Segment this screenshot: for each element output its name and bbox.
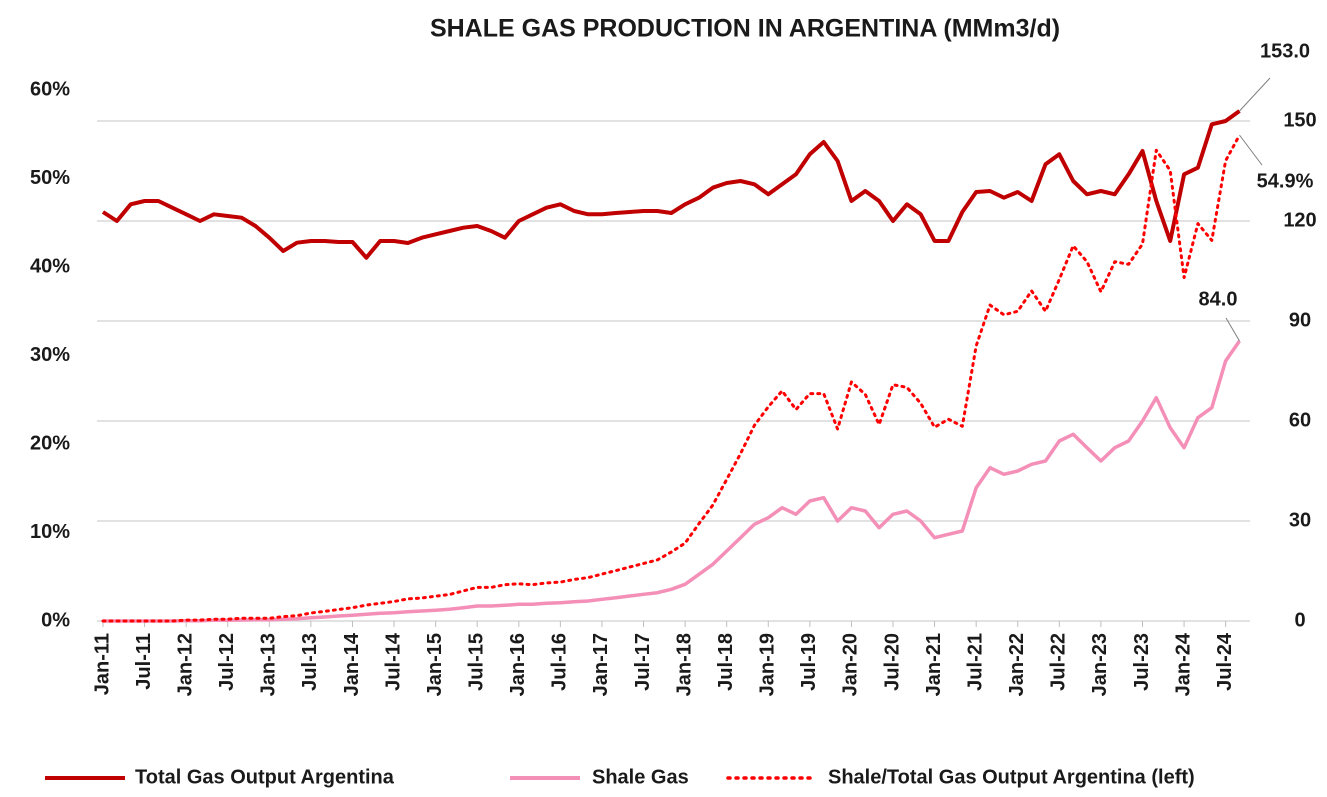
- data-label: 54.9%: [1257, 170, 1314, 192]
- x-tick-label: Jul-11: [133, 633, 155, 690]
- series-line: [101, 133, 1241, 623]
- x-tick-label: Jul-16: [549, 633, 571, 691]
- x-tick-label: Jul-19: [798, 633, 820, 691]
- x-tick-label: Jul-12: [216, 633, 238, 691]
- y2-tick-label: 120: [1283, 209, 1316, 231]
- x-tick-label: Jul-17: [632, 633, 654, 691]
- x-tick-label: Jan-20: [840, 633, 862, 696]
- y2-tick-label: 150: [1283, 109, 1316, 131]
- x-tick-label: Jan-22: [1006, 633, 1028, 696]
- y2-tick-label: 30: [1289, 509, 1311, 531]
- x-tick-label: Jan-15: [424, 633, 446, 696]
- leader-line: [1225, 317, 1240, 342]
- y2-tick-label: 90: [1289, 309, 1311, 331]
- series-line: [101, 109, 1241, 260]
- x-tick-label: Jan-18: [673, 633, 695, 696]
- y2-tick-label: 60: [1289, 409, 1311, 431]
- x-tick-label: Jan-23: [1089, 633, 1111, 696]
- legend-label: Shale/Total Gas Output Argentina (left): [828, 766, 1195, 788]
- x-tick-label: Jul-14: [382, 632, 404, 691]
- x-tick-label: Jan-16: [507, 633, 529, 696]
- x-tick-label: Jan-21: [923, 633, 945, 696]
- x-tick-label: Jan-12: [174, 633, 196, 696]
- x-tick-label: Jul-13: [299, 633, 321, 691]
- legend-label: Total Gas Output Argentina: [135, 766, 395, 788]
- legend-label: Shale Gas: [592, 766, 689, 788]
- y-tick-label: 50%: [30, 167, 70, 189]
- chart-title: SHALE GAS PRODUCTION IN ARGENTINA (MMm3/…: [430, 15, 1060, 43]
- x-tick-label: Jan-24: [1172, 632, 1194, 696]
- x-tick-label: Jan-17: [590, 633, 612, 696]
- x-tick-label: Jul-21: [964, 633, 986, 691]
- y-tick-label: 10%: [30, 521, 70, 543]
- y2-tick-label: 0: [1294, 609, 1305, 631]
- x-tick-label: Jan-14: [341, 632, 363, 696]
- x-tick-label: Jul-15: [465, 633, 487, 691]
- y-tick-label: 20%: [30, 432, 70, 454]
- data-label: 84.0: [1199, 288, 1238, 310]
- x-tick-label: Jan-11: [91, 633, 113, 695]
- y-tick-label: 60%: [30, 78, 70, 100]
- leader-line: [1239, 77, 1271, 112]
- x-tick-label: Jul-23: [1131, 633, 1153, 691]
- y-tick-label: 30%: [30, 344, 70, 366]
- x-tick-label: Jul-22: [1048, 633, 1070, 691]
- x-tick-label: Jul-18: [715, 633, 737, 691]
- data-label: 153.0: [1260, 40, 1310, 62]
- series-line: [103, 340, 1241, 623]
- y-tick-label: 0%: [41, 609, 70, 631]
- x-tick-label: Jul-20: [881, 633, 903, 691]
- x-tick-label: Jan-19: [757, 633, 779, 696]
- y-tick-label: 40%: [30, 255, 70, 277]
- leader-line: [1239, 134, 1263, 166]
- x-tick-label: Jan-13: [258, 633, 280, 696]
- x-tick-label: Jul-24: [1214, 632, 1236, 691]
